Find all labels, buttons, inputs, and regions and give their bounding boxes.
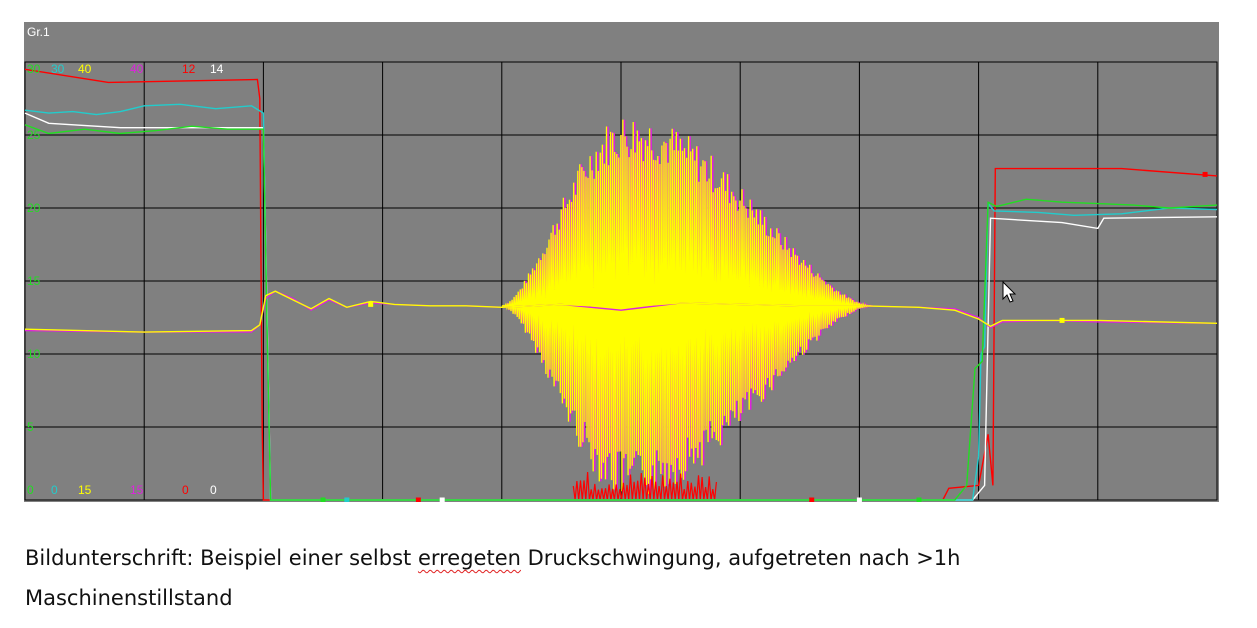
top-scale-label: 14 (210, 62, 224, 76)
y-tick-label: 20 (27, 201, 41, 215)
oscillation-region (501, 119, 873, 501)
bottom-scale-label: 0 (51, 483, 58, 497)
bottom-scale-label: 0 (27, 483, 34, 497)
y-tick-label: 10 (27, 347, 41, 361)
series-marker (320, 497, 326, 502)
oscillation-yellow (501, 119, 872, 494)
series-marker (415, 497, 421, 502)
caption-misspelled-word: erregeten (417, 546, 521, 570)
bottom-scale-label: 0 (210, 483, 217, 497)
scale-labels: 30 30 40 40 12 14 0 0 15 15 0 0 5 10 15 20 25 (27, 62, 224, 497)
top-scale-label: 12 (182, 62, 196, 76)
bottom-scale-label: 0 (182, 483, 189, 497)
caption-suffix: Druckschwingung, aufgetreten nach >1h Ma… (25, 546, 961, 610)
series-marker (368, 301, 374, 307)
series-marker (344, 497, 350, 502)
bottom-scale-label: 15 (78, 483, 92, 497)
series-marker (856, 497, 862, 502)
top-scale-label: 30 (51, 62, 65, 76)
series-marker (1059, 317, 1065, 323)
top-scale-label: 40 (130, 62, 144, 76)
panel-label: Gr.1 (27, 25, 50, 39)
red-burst (572, 471, 717, 501)
series-marker (916, 497, 922, 502)
mouse-cursor-icon (1002, 280, 1017, 303)
y-tick-label: 25 (27, 128, 41, 142)
top-scale-label: 40 (78, 62, 92, 76)
bottom-scale-label: 15 (130, 483, 144, 497)
series-line-5 (24, 290, 1218, 333)
top-scale-label: 30 (27, 62, 41, 76)
series-marker (439, 497, 445, 502)
series-marker (1202, 171, 1208, 177)
chart-plot: Gr.1 30 30 40 40 12 14 0 0 15 15 0 0 5 10 15 20 25 (24, 25, 1218, 502)
series-marker (809, 497, 815, 502)
chart-window: Gr.1 30 30 40 40 12 14 0 0 15 15 0 0 5 10 15 20 25 (24, 22, 1219, 502)
y-tick-label: 5 (27, 420, 34, 434)
y-tick-label: 15 (27, 274, 41, 288)
series-line-3 (24, 124, 1218, 501)
caption-prefix: Bildunterschrift: Beispiel einer selbst (25, 546, 418, 570)
series-lines (24, 68, 1218, 502)
figure-caption: Bildunterschrift: Beispiel einer selbst … (25, 538, 1125, 618)
